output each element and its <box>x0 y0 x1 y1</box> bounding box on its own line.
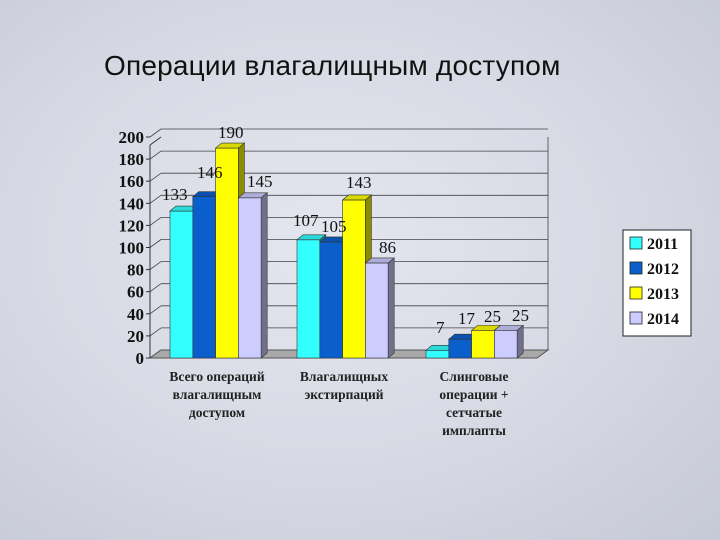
bar <box>365 262 389 359</box>
gridline-side <box>149 194 162 204</box>
data-label: 145 <box>247 172 273 191</box>
legend-swatch <box>629 236 643 250</box>
data-label: 146 <box>197 163 223 182</box>
gridline-side <box>149 239 162 248</box>
gridline-side <box>149 217 162 226</box>
data-label: 133 <box>162 185 188 204</box>
data-label: 17 <box>458 309 476 328</box>
category-label: доступом <box>189 405 245 420</box>
category-label: влагалищным <box>173 387 262 402</box>
data-label: 143 <box>346 173 372 192</box>
data-label: 105 <box>321 217 347 236</box>
gridline-side <box>149 305 162 315</box>
gridline-side <box>149 327 162 337</box>
legend-swatch <box>629 311 643 325</box>
legend-label: 2011 <box>647 236 678 253</box>
bar <box>238 197 262 359</box>
bar-side <box>516 324 524 359</box>
category-label: экстирпаций <box>304 387 383 402</box>
bar <box>296 239 321 359</box>
y-tick-label: 160 <box>119 172 145 191</box>
bar <box>319 241 343 359</box>
bar <box>448 338 472 359</box>
y-tick-label: 20 <box>127 327 144 346</box>
category-label: Всего операций <box>169 369 264 384</box>
data-label: 190 <box>218 123 244 142</box>
legend-label: 2014 <box>647 311 679 328</box>
data-label: 107 <box>293 211 319 230</box>
data-label: 86 <box>379 238 396 257</box>
y-axis-top-edge <box>149 136 162 146</box>
gridline-side <box>149 128 162 138</box>
chart-data-labels: 133 107 7 146 105 17 190 143 25 145 86 25 <box>162 123 529 337</box>
category-label: имплапты <box>442 423 506 438</box>
bar <box>471 330 495 359</box>
y-tick-label: 140 <box>119 194 145 213</box>
data-label: 25 <box>512 306 529 325</box>
legend-swatch <box>629 261 643 275</box>
data-label: 7 <box>436 318 445 337</box>
gridline-side <box>149 172 162 182</box>
bar-side <box>260 192 268 359</box>
data-label: 25 <box>484 307 501 326</box>
legend-label: 2012 <box>647 261 679 278</box>
legend-swatch <box>629 286 643 300</box>
gridline-side <box>149 283 162 293</box>
slide-title: Операции влагалищным доступом <box>104 50 561 81</box>
legend-label: 2013 <box>647 286 679 303</box>
category-label: операции + <box>439 387 508 402</box>
y-tick-label: 0 <box>136 349 145 368</box>
category-label: Влагалищных <box>300 369 388 384</box>
chart-legend: 2011 2012 2013 2014 <box>622 229 692 337</box>
chart-bars <box>169 142 525 359</box>
bar <box>425 349 450 359</box>
bar <box>494 330 518 359</box>
bar-side <box>387 257 395 359</box>
category-label: Слинговые <box>440 369 509 384</box>
y-tick-label: 180 <box>119 150 145 169</box>
bar <box>169 210 194 359</box>
gridline-side <box>149 150 162 160</box>
y-tick-label: 40 <box>127 305 144 324</box>
bar <box>192 196 216 359</box>
y-tick-label: 200 <box>119 128 145 147</box>
y-tick-label: 60 <box>127 283 144 302</box>
gridline-side <box>149 261 162 270</box>
y-tick-label: 80 <box>127 261 144 280</box>
y-tick-label: 120 <box>119 216 145 235</box>
y-tick-label: 100 <box>119 239 145 258</box>
category-label: сетчатые <box>446 405 502 420</box>
